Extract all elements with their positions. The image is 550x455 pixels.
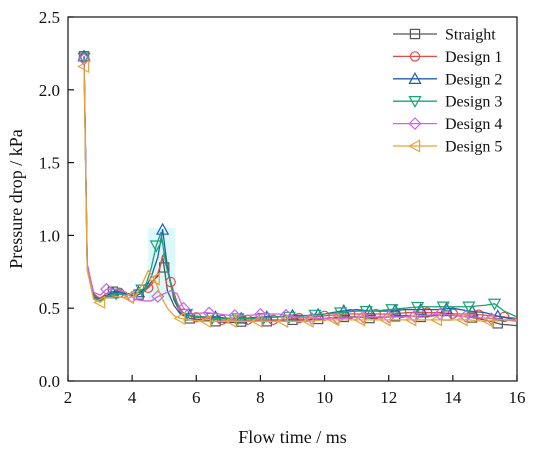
data-point	[407, 309, 421, 323]
data-point	[173, 311, 186, 326]
x-axis-label: Flow time / ms	[238, 427, 347, 447]
data-point	[106, 286, 120, 299]
data-point	[337, 303, 351, 317]
data-point	[155, 222, 170, 235]
data-point	[410, 301, 425, 314]
legend-swatch-marker	[408, 117, 422, 131]
data-point	[93, 295, 106, 309]
data-point	[353, 313, 366, 327]
data-point	[356, 310, 370, 324]
data-point	[224, 314, 237, 328]
legend-swatch-marker	[409, 51, 421, 62]
series-design-5	[77, 59, 517, 328]
legend-swatch-marker	[409, 28, 421, 40]
series-line	[83, 66, 517, 322]
data-point	[301, 314, 314, 328]
y-tick-label: 0.0	[39, 372, 60, 391]
data-point	[149, 240, 163, 253]
legend-label: Design 3	[445, 94, 502, 111]
data-point	[439, 301, 454, 314]
data-point	[422, 307, 433, 318]
data-point	[100, 282, 113, 296]
data-point	[268, 314, 279, 326]
legend-item: Design 5	[393, 139, 502, 156]
data-point	[473, 309, 484, 320]
x-tick-label: 10	[316, 388, 333, 407]
y-tick-label: 0.5	[39, 299, 60, 318]
data-point	[131, 285, 146, 298]
legend-label: Design 5	[445, 139, 502, 156]
legend-label: Design 2	[445, 71, 502, 88]
data-point	[462, 301, 476, 314]
data-point	[378, 313, 391, 327]
legend-swatch-marker	[408, 139, 421, 153]
data-point	[487, 298, 502, 311]
x-tick-label: 12	[380, 388, 397, 407]
legend-item: Design 1	[393, 49, 502, 66]
data-point	[370, 308, 382, 320]
x-tick-label: 16	[509, 388, 526, 407]
data-point	[404, 313, 417, 327]
legend: Straight Design 1 Design 2 Design 3 Design 4…	[393, 27, 502, 156]
data-point	[484, 312, 498, 326]
y-tick-label: 2.5	[39, 8, 60, 27]
legend-swatch-marker	[408, 95, 422, 109]
x-tick-label: 2	[64, 388, 73, 407]
data-point	[202, 306, 216, 320]
data-point	[216, 314, 228, 326]
data-point	[250, 314, 263, 328]
legend-label: Design 4	[445, 116, 502, 133]
y-axis-ticks: 0.0 0.5 1.0 1.5 2.0 2.5	[39, 8, 74, 391]
y-tick-label: 1.5	[39, 154, 60, 173]
series-layer	[77, 49, 518, 329]
data-point	[77, 59, 90, 74]
data-point	[362, 303, 377, 317]
x-tick-label: 4	[128, 388, 137, 407]
data-point	[429, 313, 443, 327]
y-tick-label: 1.0	[39, 226, 60, 245]
data-point	[327, 313, 340, 327]
data-point	[459, 309, 473, 323]
data-point	[199, 314, 212, 328]
data-point	[382, 310, 396, 324]
data-point	[388, 303, 402, 316]
data-point	[77, 52, 91, 66]
data-point	[385, 304, 399, 317]
plot-frame	[67, 16, 518, 382]
legend-item: Design 2	[393, 71, 502, 88]
legend-item: Straight	[393, 27, 496, 44]
data-point	[455, 313, 468, 327]
legend-label: Straight	[445, 27, 496, 44]
data-point	[276, 314, 289, 328]
data-point	[285, 308, 300, 321]
y-axis-label: Pressure drop / kPa	[6, 129, 26, 268]
x-tick-label: 6	[192, 388, 201, 407]
data-point	[253, 307, 267, 321]
data-point	[151, 290, 165, 304]
data-point	[122, 290, 135, 305]
data-point	[308, 309, 322, 322]
x-axis-ticks: 2 4 6 8 10 12 14 16	[64, 375, 526, 407]
x-tick-label: 14	[444, 388, 462, 407]
x-tick-label: 8	[256, 388, 265, 407]
data-point	[305, 311, 319, 325]
series-line	[83, 59, 518, 322]
legend-item: Design 3	[393, 94, 502, 111]
data-point	[345, 308, 356, 320]
plot-area: 2 4 6 8 10 12 14 16 0.0 0.5 1.0 1.5 2.0 2.5	[39, 8, 526, 407]
data-point	[436, 301, 450, 314]
legend-label: Design 1	[445, 49, 502, 66]
data-point	[147, 272, 160, 286]
data-point	[414, 302, 428, 315]
legend-swatch-marker	[408, 71, 422, 85]
legend-item: Design 4	[393, 116, 502, 133]
series-design-2	[77, 49, 518, 324]
data-point	[481, 314, 494, 328]
y-tick-label: 2.0	[39, 81, 60, 100]
